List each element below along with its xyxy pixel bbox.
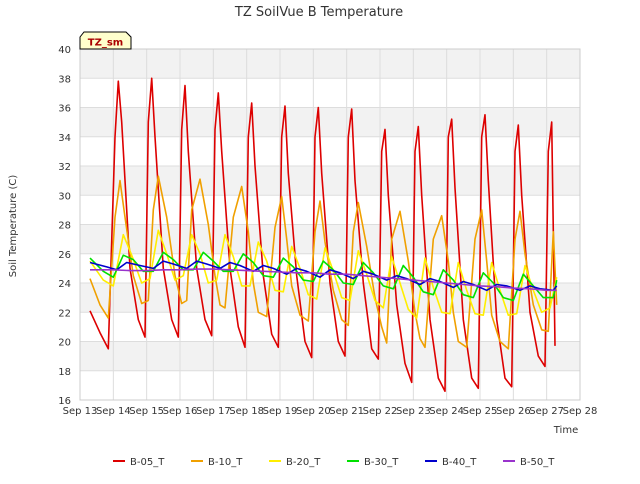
legend-item-b-05-t: B-05_T [113,457,165,468]
legend-item-b-10-t: B-10_T [191,457,243,468]
y-tick-label: 16 [58,396,71,407]
x-tick-label: Sep 14 [96,406,131,417]
badge: TZ_sm [79,31,132,50]
y-tick-label: 20 [58,338,71,349]
x-tick-label: Sep 21 [329,406,364,417]
y-tick-label: 32 [58,162,71,173]
legend-item-b-30-t: B-30_T [347,457,399,468]
y-tick-label: 30 [58,191,71,202]
x-tick-label: Sep 24 [429,406,464,417]
legend-label: B-50_T [520,457,555,468]
x-tick-label: Sep 22 [363,406,398,417]
plot-band [80,341,580,371]
x-tick-label: Sep 26 [496,406,531,417]
legend-item-b-20-t: B-20_T [269,457,321,468]
plot-frame [79,48,581,401]
axes [79,48,581,401]
x-tick-label: Sep 17 [196,406,231,417]
x-tick-label: Sep 18 [229,406,264,417]
x-tick-label: Sep 16 [163,406,198,417]
x-tick-label: Sep 19 [263,406,298,417]
legend-item-b-40-t: B-40_T [425,457,477,468]
series-line-b-50-t [90,268,557,292]
legend-label: B-20_T [286,457,321,468]
legend: B-05_T B-10_T B-20_T B-30_T B-40_T B-50_T [113,457,555,468]
legend-label: B-30_T [364,457,399,468]
chart-title: TZ SoilVue B Temperature [234,5,403,20]
x-axis-label: Time [553,425,578,436]
badge-label: TZ_sm [88,38,123,49]
y-tick-label: 40 [58,45,71,56]
plot-band [80,49,580,79]
y-axis-label: Soil Temperature (C) [8,175,19,278]
plot-band [80,166,580,196]
legend-label: B-05_T [130,457,165,468]
y-tick-label: 36 [58,104,71,115]
series-line-b-05-t [89,77,556,393]
series-line-b-40-t [89,260,558,292]
y-tick-label: 28 [58,221,71,232]
y-tick-label: 34 [58,133,71,144]
y-tick-label: 26 [58,250,71,261]
x-tick-label: Sep 13 [63,406,98,417]
x-tick-label: Sep 20 [296,406,331,417]
x-tick-label: Sep 15 [129,406,164,417]
plot-band [80,224,580,254]
legend-label: B-10_T [208,457,243,468]
y-tick-label: 18 [58,367,71,378]
y-tick-label: 24 [58,279,71,290]
series-line-b-30-t [89,251,558,302]
x-tick-label: Sep 27 [529,406,564,417]
x-tick-label: Sep 28 [563,406,598,417]
series-line-b-10-t [89,175,558,350]
y-tick-label: 38 [58,74,71,85]
legend-label: B-40_T [442,457,477,468]
x-tick-label: Sep 23 [396,406,431,417]
legend-item-b-50-t: B-50_T [503,457,555,468]
plot-band [80,107,580,137]
y-tick-label: 22 [58,308,71,319]
series-layer [89,77,558,393]
series-line-b-20-t [89,229,558,319]
x-tick-label: Sep 25 [463,406,498,417]
badge-box [79,31,132,50]
